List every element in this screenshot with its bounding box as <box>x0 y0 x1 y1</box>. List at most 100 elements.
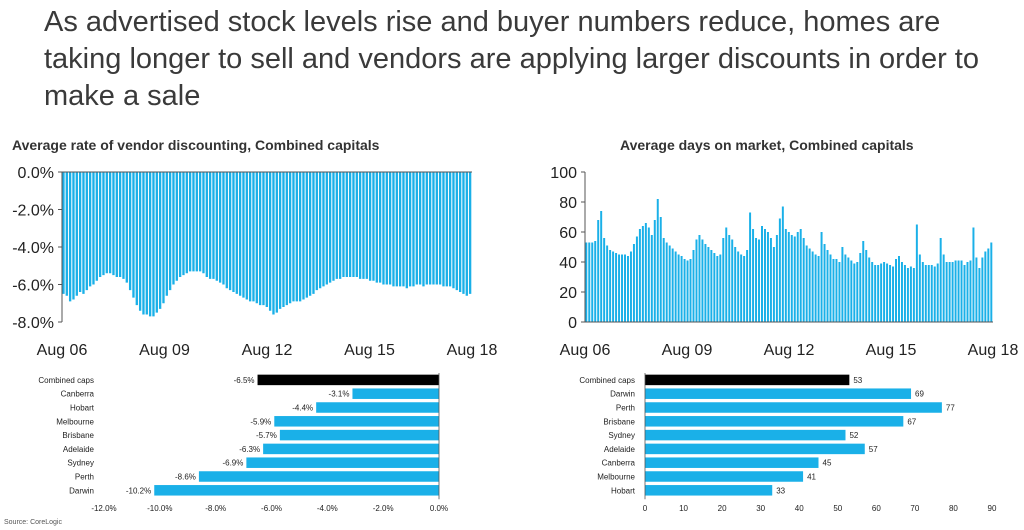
dom-bar <box>805 245 808 322</box>
discount-bar <box>348 172 352 277</box>
dom-bar <box>713 253 716 322</box>
discount-y-tick-label: 0.0% <box>18 165 54 182</box>
discount-bar <box>155 172 158 313</box>
dom-bar <box>808 248 811 322</box>
city-discount-bar <box>352 388 439 399</box>
city-discount-data-label: -6.3% <box>239 445 260 454</box>
city-discount-data-label: -5.7% <box>256 431 277 440</box>
dom-bar <box>725 227 728 322</box>
dom-bar <box>984 251 987 322</box>
city-discount-bar <box>316 402 439 413</box>
dom-bar <box>906 268 909 322</box>
dom-bar <box>850 260 853 322</box>
dom-bar <box>918 254 921 322</box>
discount-bar <box>122 172 125 279</box>
discount-x-tick-label: Aug 09 <box>139 342 190 359</box>
city-dom-bar <box>645 416 904 427</box>
dom-bar <box>796 232 799 322</box>
dom-bar <box>909 266 912 322</box>
discount-bar <box>448 172 452 287</box>
dom-bar <box>942 254 945 322</box>
dom-bar <box>978 268 981 322</box>
city-discount-category-label: Canberra <box>61 390 95 399</box>
dom-bar <box>591 242 594 322</box>
dom-bar <box>743 256 746 322</box>
discount-bar <box>308 172 312 296</box>
dom-bar <box>677 254 680 322</box>
dom-bar <box>874 265 877 322</box>
dom-bar <box>826 250 829 322</box>
discount-bar <box>142 172 145 315</box>
discount-bar <box>85 172 88 291</box>
city-dom-bar <box>645 485 773 496</box>
discount-bar <box>152 172 155 317</box>
discount-bar <box>362 172 365 279</box>
city-discount-data-label: -6.9% <box>222 459 243 468</box>
discount-bar <box>368 172 372 281</box>
dom-bar <box>746 250 749 322</box>
dom-bar <box>609 250 612 322</box>
city-dom-category-label: Melbourne <box>597 473 635 482</box>
city-discount-bar <box>154 485 439 496</box>
city-dom-category-label: Canberra <box>602 459 636 468</box>
dom-bar <box>814 254 817 322</box>
dom-y-tick-label: 60 <box>559 225 577 242</box>
discount-bar <box>402 172 405 287</box>
discount-bar <box>162 172 165 304</box>
discount-bar <box>222 172 225 285</box>
discount-bar <box>112 172 115 276</box>
dom-bar <box>868 257 871 322</box>
city-dom-x-tick-label: 40 <box>795 504 804 513</box>
dom-bar <box>790 235 793 322</box>
city-discount-category-label: Hobart <box>70 404 95 413</box>
dom-x-tick-label: Aug 12 <box>764 342 815 359</box>
discount-bar <box>248 172 252 302</box>
dom-bar <box>621 254 624 322</box>
city-dom-data-label: 69 <box>915 390 924 399</box>
dom-bar <box>665 242 668 322</box>
dom-bar <box>939 238 942 322</box>
discount-bar <box>338 172 342 279</box>
discount-bar <box>125 172 128 283</box>
dom-bar <box>758 239 761 322</box>
city-dom-category-label: Adelaide <box>604 445 636 454</box>
dom-bar <box>862 241 865 322</box>
dom-bar <box>695 239 698 322</box>
discount-bar <box>98 172 102 277</box>
dom-bar <box>835 259 838 322</box>
discount-bar <box>88 172 92 287</box>
discount-bar <box>235 172 238 294</box>
city-dom-bar <box>645 402 942 413</box>
city-discount-bar <box>198 471 439 482</box>
dom-bar <box>716 256 719 322</box>
headline: As advertised stock levels rise and buye… <box>44 6 979 112</box>
dom-bar <box>638 229 641 322</box>
dom-bar <box>945 262 948 322</box>
discount-bar <box>458 172 462 292</box>
dom-bar <box>903 265 906 322</box>
discount-bar <box>168 172 172 291</box>
city-dom-data-label: 53 <box>853 376 862 385</box>
discount-bar <box>265 172 268 307</box>
dom-bar <box>728 235 731 322</box>
discount-bar <box>145 172 148 315</box>
city-discount-category-label: Adelaide <box>63 445 95 454</box>
city-dom-x-tick-label: 10 <box>679 504 688 513</box>
dom-bar <box>930 265 933 322</box>
discount-bar <box>398 172 402 287</box>
discount-bar <box>292 172 295 302</box>
discount-bar <box>102 172 105 276</box>
dom-bar <box>990 242 993 322</box>
discount-bar <box>68 172 72 302</box>
dom-bar <box>641 226 644 322</box>
dom-bar <box>802 238 805 322</box>
city-dom-data-label: 52 <box>849 431 858 440</box>
dom-bar <box>659 217 662 322</box>
dom-bar <box>624 254 626 322</box>
discount-bar <box>425 172 428 285</box>
city-dom-category-label: Combined caps <box>579 376 635 385</box>
discount-bar <box>288 172 292 304</box>
days-on-market-time-series-chart: 0 20 40 60 80 100 Aug 06 Aug 09 Aug 12 Aug 15 Aug … <box>550 165 1018 359</box>
dom-bar <box>603 238 606 322</box>
discount-bar <box>135 172 138 306</box>
